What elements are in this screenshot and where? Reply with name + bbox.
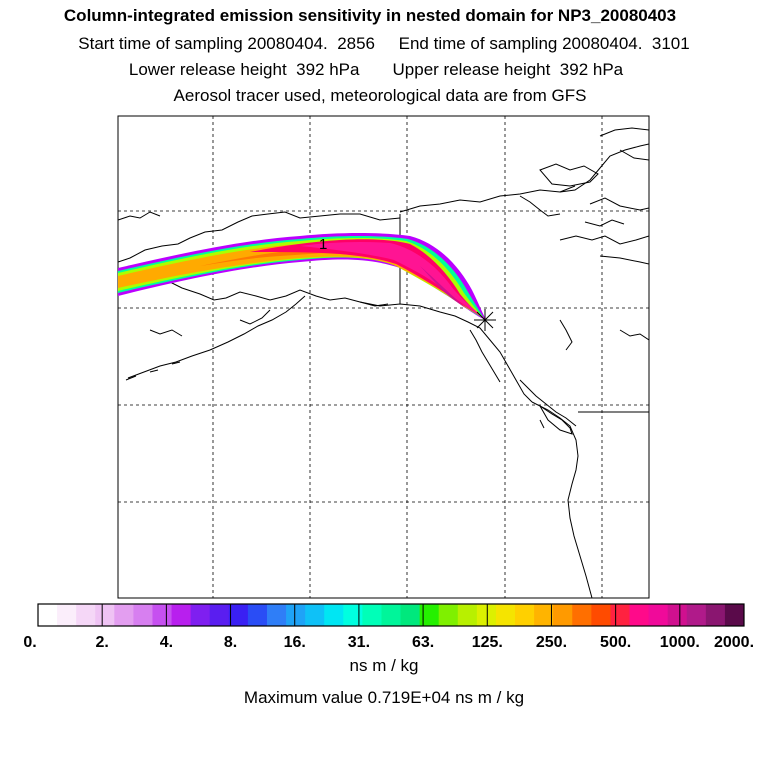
colorbar-segment	[209, 604, 230, 626]
colorbar-tick-label: 31.	[347, 634, 371, 651]
colorbar-segment	[705, 604, 726, 626]
release-site-marker	[474, 309, 496, 331]
colorbar	[37, 603, 745, 627]
colorbar-dividers	[101, 604, 681, 626]
colorbar-segments	[38, 604, 745, 626]
colorbar-tick-label: 125.	[471, 634, 503, 651]
release-heights: Lower release height 392 hPa Upper relea…	[128, 60, 624, 79]
colorbar-segment	[286, 604, 306, 626]
colorbar-tick-label: 250.	[535, 634, 568, 651]
colorbar-segment	[610, 604, 631, 626]
colorbar-segment	[324, 604, 344, 626]
colorbar-segment	[534, 604, 554, 626]
colorbar-tick-label: 1000.	[659, 634, 700, 651]
maximum-value: Maximum value 0.719E+04 ns m / kg	[243, 688, 525, 707]
colorbar-segment	[247, 604, 268, 626]
colorbar-frame	[37, 603, 745, 627]
plume-label: 1	[319, 236, 328, 253]
colorbar-tick-label: 63.	[411, 634, 435, 651]
colorbar-segment	[57, 604, 77, 626]
colorbar-tick-label: 2000.	[713, 634, 755, 651]
map-frame	[117, 115, 650, 599]
map-grid	[118, 116, 649, 598]
colorbar-segment	[419, 604, 440, 626]
colorbar-segment	[38, 604, 58, 626]
colorbar-segment	[76, 604, 96, 626]
colorbar-segment	[515, 604, 535, 626]
colorbar-segment	[266, 604, 287, 626]
map-panel	[117, 115, 650, 599]
colorbar-segment	[667, 604, 688, 626]
chart-title: Column-integrated emission sensitivity i…	[63, 6, 677, 25]
colorbar-tick-label: 2.	[95, 634, 109, 651]
colorbar-segment	[381, 604, 402, 626]
colorbar-segment	[724, 604, 745, 626]
colorbar-segment	[171, 604, 192, 626]
colorbar-segment	[438, 604, 459, 626]
colorbar-segment	[305, 604, 325, 626]
colorbar-tick-label: 8.	[223, 634, 238, 651]
colorbar-segment	[457, 604, 478, 626]
colorbar-segment	[648, 604, 669, 626]
colorbar-segment	[152, 604, 173, 626]
colorbar-segment	[553, 604, 573, 626]
colorbar-segment	[629, 604, 650, 626]
colorbar-segment	[228, 604, 249, 626]
colorbar-segment	[572, 604, 592, 626]
colorbar-tick-label: 4.	[159, 634, 174, 651]
colorbar-tick-label: 500.	[600, 634, 632, 651]
coastlines	[118, 127, 649, 598]
colorbar-segment	[591, 604, 611, 626]
colorbar-segment	[495, 604, 516, 626]
colorbar-segment	[133, 604, 153, 626]
colorbar-segment	[343, 604, 363, 626]
tracer-info: Aerosol tracer used, meteorological data…	[173, 86, 587, 105]
colorbar-segment	[190, 604, 211, 626]
colorbar-units: ns m / kg	[349, 656, 419, 675]
colorbar-segment	[362, 604, 382, 626]
colorbar-segment	[95, 604, 115, 626]
colorbar-segment	[114, 604, 134, 626]
colorbar-segment	[400, 604, 421, 626]
colorbar-tick-label: 16.	[283, 634, 306, 651]
emission-plume	[118, 233, 486, 320]
colorbar-tick-label: 0.	[23, 634, 37, 651]
sampling-times: Start time of sampling 20080404. 2856 En…	[78, 34, 690, 53]
colorbar-segment	[476, 604, 497, 626]
colorbar-segment	[686, 604, 707, 626]
